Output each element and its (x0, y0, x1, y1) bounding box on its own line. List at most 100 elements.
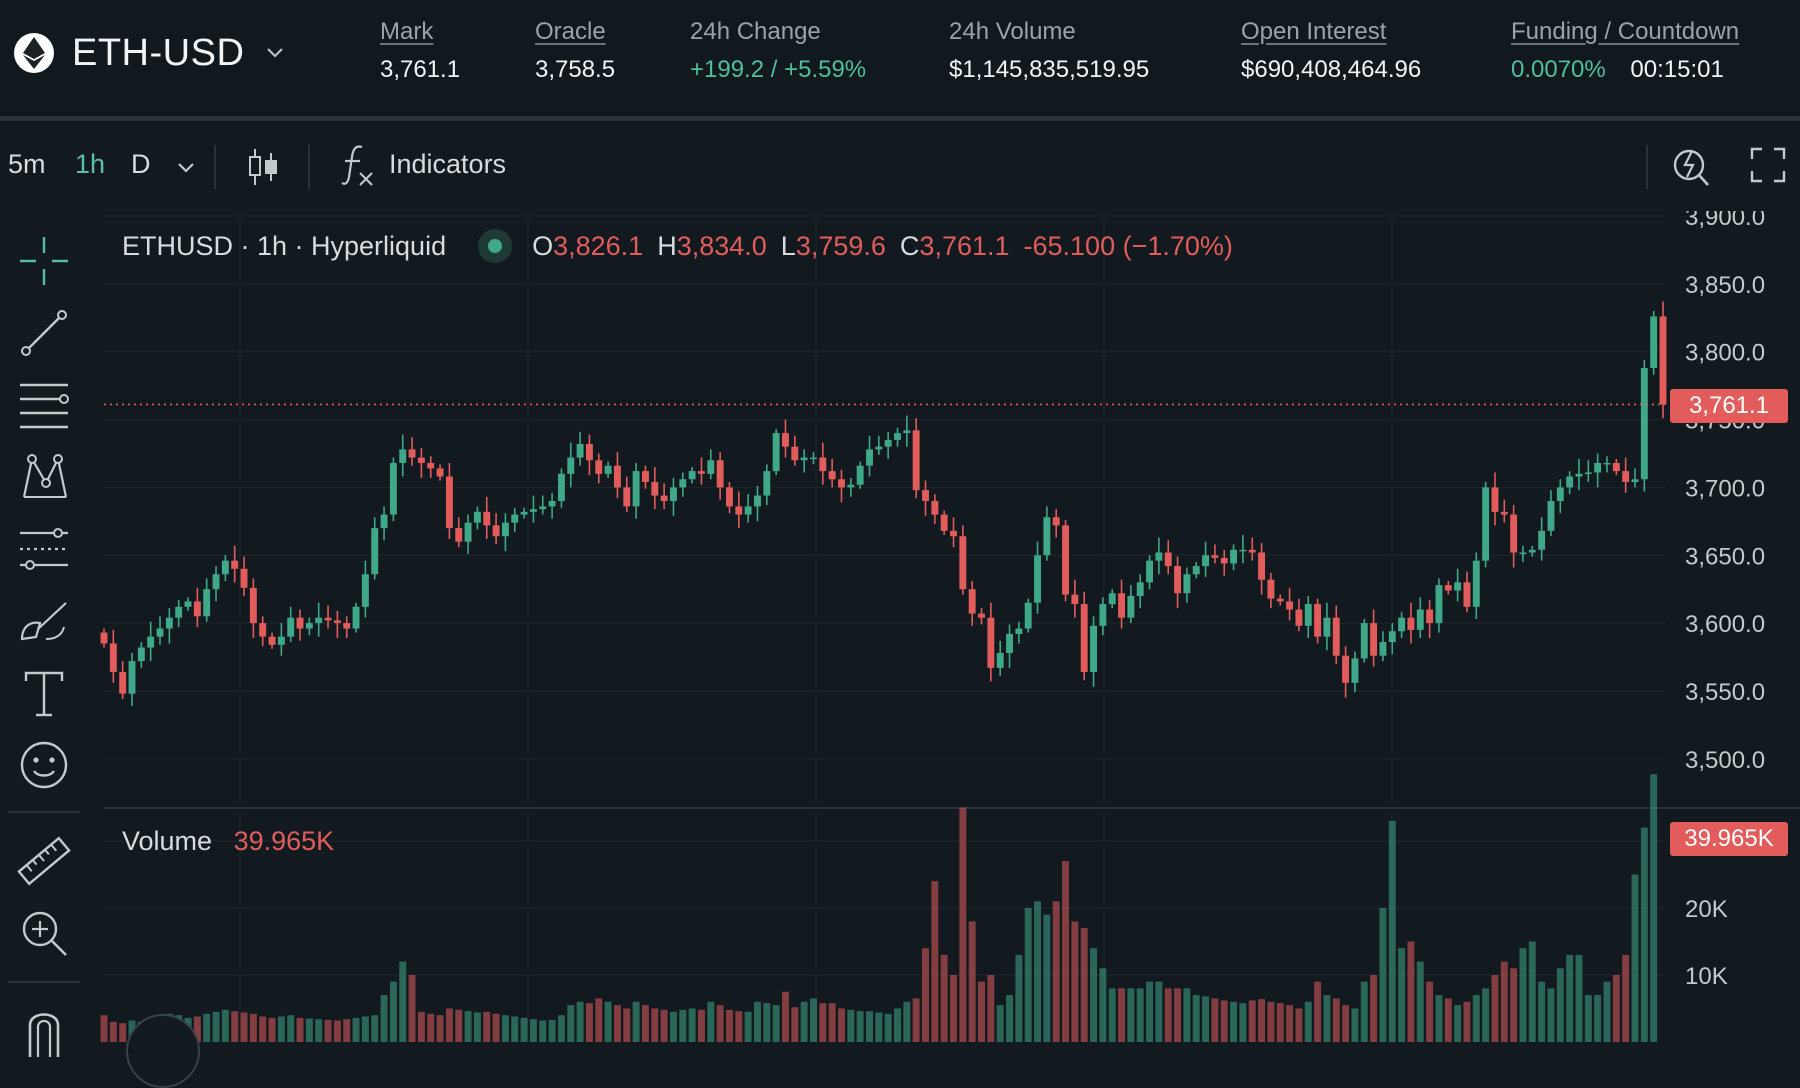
volume-bar (380, 995, 388, 1042)
zoom-in-icon[interactable] (16, 905, 72, 961)
candle-body (520, 511, 528, 515)
brush-icon[interactable] (16, 593, 72, 649)
candle-body (380, 514, 388, 529)
volume-bar (333, 1020, 341, 1042)
quick-search-icon[interactable] (1672, 143, 1712, 189)
fullscreen-icon[interactable] (1750, 147, 1786, 183)
volume-bar (343, 1019, 351, 1042)
volume-bar (427, 1013, 435, 1042)
stat-open-interest: Open Interest $690,408,464.96 (1241, 18, 1421, 84)
volume-bar (912, 998, 920, 1042)
emoji-icon[interactable] (16, 737, 72, 793)
price-axis-label: 3,550.0 (1685, 679, 1765, 706)
candle-body (772, 433, 780, 472)
volume-bar (361, 1016, 369, 1042)
chart-toolbar: 5m 1h D Indicators (0, 121, 1800, 211)
chevron-down-icon[interactable] (176, 161, 196, 175)
volume-bar (1220, 1000, 1228, 1042)
volume-bar (193, 1016, 201, 1042)
volume-bar (1463, 1001, 1471, 1042)
volume-bar (119, 1023, 127, 1042)
text-icon[interactable] (16, 665, 72, 721)
price-axis-label: 3,850.0 (1685, 272, 1765, 299)
chevron-down-icon[interactable] (266, 47, 284, 59)
candle-body (1556, 487, 1564, 501)
stat-open-interest-label[interactable]: Open Interest (1241, 18, 1387, 45)
candle-body (576, 443, 584, 458)
function-icon[interactable] (340, 143, 376, 189)
candle-body (959, 536, 967, 590)
candle-body (1603, 462, 1611, 465)
magnet-icon[interactable] (16, 1001, 72, 1057)
price-chart[interactable]: 3,900.03,850.03,800.03,750.03,700.03,650… (0, 0, 1800, 1042)
candle-body (632, 471, 640, 507)
volume-bar (1258, 999, 1266, 1042)
timeframe-5m[interactable]: 5m (8, 149, 46, 179)
indicators-button[interactable]: Indicators (389, 149, 507, 179)
candle-body (922, 490, 929, 501)
candle-body (268, 636, 276, 645)
last-price-badge: 3,761.1 (1670, 389, 1788, 423)
volume-bar (856, 1011, 864, 1042)
volume-bar (1342, 1005, 1350, 1042)
volume-bar (1603, 981, 1611, 1042)
volume-bar (688, 1008, 696, 1042)
volume-bar (1314, 981, 1322, 1042)
stat-mark-label[interactable]: Mark (380, 18, 434, 45)
candle-body (856, 465, 864, 485)
candle-body (660, 495, 668, 501)
candlestick-icon[interactable] (246, 145, 280, 189)
volume-bar (670, 1011, 677, 1042)
candle-body (641, 471, 649, 482)
legend-symbol-title[interactable]: ETHUSD · 1h · Hyperliquid (122, 230, 447, 261)
candle-body (1230, 549, 1238, 564)
candle-body (1304, 604, 1312, 626)
horizontal-lines-icon[interactable] (16, 377, 72, 433)
ruler-icon[interactable] (16, 833, 72, 889)
volume-bar (838, 1008, 845, 1042)
candle-body (333, 620, 341, 624)
legend-open-value: 3,826.1 (553, 230, 644, 261)
candle-body (184, 601, 192, 607)
candle-body (1174, 566, 1182, 594)
timeframe-1h[interactable]: 1h (75, 149, 106, 179)
volume-bar (1650, 774, 1658, 1042)
volume-bar (259, 1016, 267, 1042)
candle-body (203, 589, 211, 617)
candle-body (1192, 566, 1200, 575)
candle-body (1248, 549, 1256, 553)
candle-body (1426, 609, 1434, 624)
candle-body (1006, 633, 1013, 653)
volume-bar (763, 1003, 771, 1042)
volume-bar (978, 981, 985, 1042)
volume-bar (959, 807, 967, 1042)
trend-line-icon[interactable] (16, 305, 72, 361)
candle-body (1267, 579, 1275, 599)
volume-bar (1006, 995, 1013, 1042)
volume-bar (277, 1016, 285, 1042)
crosshair-icon[interactable] (16, 233, 72, 289)
stat-oracle-label[interactable]: Oracle (535, 18, 606, 45)
tradingview-logo[interactable] (126, 1014, 200, 1088)
volume-bar (791, 1007, 799, 1042)
candle-body (408, 449, 416, 458)
volume-label[interactable]: Volume (122, 826, 213, 856)
volume-bar (819, 1003, 827, 1042)
stat-funding: Funding / Countdown 0.0070% 00:15:01 (1511, 18, 1739, 84)
volume-bar (987, 975, 995, 1042)
volume-bar (931, 881, 939, 1042)
candle-body (1594, 462, 1602, 473)
volume-bar (698, 1009, 705, 1042)
stat-funding-label[interactable]: Funding / Countdown (1511, 18, 1740, 45)
pattern-icon[interactable] (16, 449, 72, 505)
forecast-icon[interactable] (16, 521, 72, 577)
volume-bar (268, 1017, 276, 1042)
candle-body (1631, 479, 1639, 482)
market-selector[interactable]: ETH-USD (14, 30, 284, 76)
timeframe-d[interactable]: D (131, 149, 151, 179)
volume-bar (744, 1011, 752, 1042)
volume-bar (576, 1001, 584, 1042)
candle-body (1127, 595, 1135, 618)
candle-body (417, 457, 425, 463)
volume-bar (726, 1009, 733, 1042)
